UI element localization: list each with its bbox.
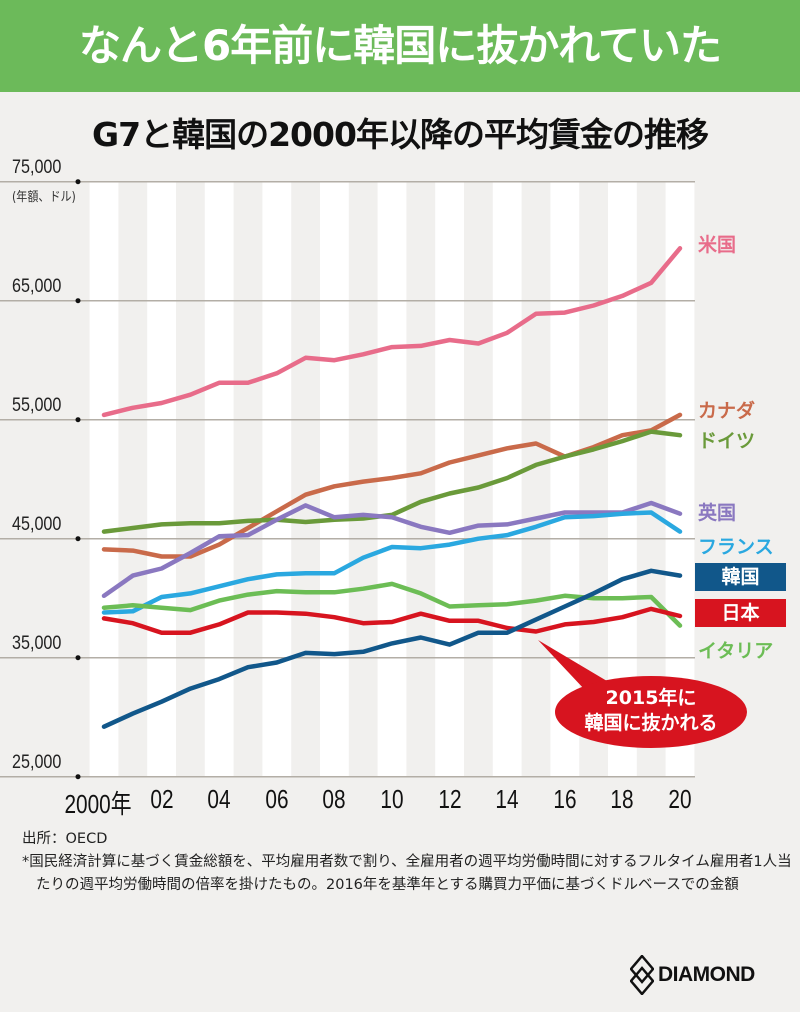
y-tick-label: 45,000 <box>12 513 62 535</box>
x-tick-label: 16 <box>553 784 577 814</box>
x-tick-label: 10 <box>380 784 404 814</box>
year-stripe <box>89 181 119 777</box>
year-stripe <box>320 181 349 777</box>
series-label-france: フランス <box>698 536 774 558</box>
x-tick-label: 20 <box>668 784 692 814</box>
y-tick-label: 25,000 <box>12 751 62 773</box>
series-line-フランス <box>101 510 683 615</box>
diamond-logo-icon <box>630 955 654 995</box>
series-line-韓国 <box>101 568 683 729</box>
chart-title: G7と韓国の2000年以降の平均賃金の推移 <box>92 115 709 154</box>
method-note: *国民経済計算に基づく賃金総額を、平均雇用者数で割り、全雇用者の週平均労働時間に… <box>22 854 792 893</box>
series-label-korea: 韓国 <box>695 563 786 591</box>
series-lines <box>101 246 683 729</box>
diamond-logo: DIAMOND <box>630 955 755 995</box>
y-tick-label: 35,000 <box>12 632 62 654</box>
x-tick-label: 02 <box>150 784 174 814</box>
x-tick-label: 12 <box>438 784 462 814</box>
x-tick-label: 2000年 <box>64 789 132 819</box>
series-label-japan: 日本 <box>695 599 786 627</box>
gridlines <box>0 179 695 780</box>
series-label-italy: イタリア <box>698 640 774 662</box>
source-note: 出所：OECD <box>22 831 108 847</box>
callout-line-2: 韓国に抜かれる <box>584 712 718 734</box>
headline-banner: なんと6年前に韓国に抜かれていた <box>0 0 800 92</box>
x-tick-label: 04 <box>207 784 231 814</box>
logo-text: DIAMOND <box>658 963 755 986</box>
tick-dot <box>75 179 81 185</box>
x-tick-label: 18 <box>610 784 634 814</box>
y-tick-label: 55,000 <box>12 394 62 416</box>
series-line-英国 <box>101 500 683 599</box>
callout-line-1: 2015年に <box>605 687 697 709</box>
y-axis-unit: (年額、ドル) <box>12 190 76 205</box>
x-tick-label: 14 <box>495 784 519 814</box>
y-tick-label: 65,000 <box>12 275 62 297</box>
series-label-uk: 英国 <box>698 502 737 524</box>
year-stripe <box>147 181 176 777</box>
footnotes: 出所：OECD *国民経済計算に基づく賃金総額を、平均雇用者数で割り、全雇用者の… <box>22 828 792 897</box>
series-label-canada: カナダ <box>698 400 756 422</box>
series-line-米国 <box>101 246 683 418</box>
tick-dot <box>75 417 81 423</box>
series-line-ドイツ <box>101 429 683 534</box>
annotation-callout: 2015年に 韓国に抜かれる <box>555 676 747 748</box>
year-stripe <box>435 181 464 777</box>
tick-dot <box>75 536 81 542</box>
x-tick-label: 08 <box>322 784 346 814</box>
x-tick-label: 06 <box>265 784 289 814</box>
series-line-日本 <box>101 606 683 635</box>
series-label-germany: ドイツ <box>698 430 756 452</box>
year-stripe <box>262 181 292 777</box>
callout-tail <box>538 640 612 690</box>
y-tick-label: 75,000 <box>12 156 62 178</box>
tick-dot <box>75 298 81 304</box>
tick-dot <box>75 655 81 661</box>
year-stripe <box>204 181 234 777</box>
series-label-us: 米国 <box>698 234 737 256</box>
tick-dot <box>75 774 81 780</box>
